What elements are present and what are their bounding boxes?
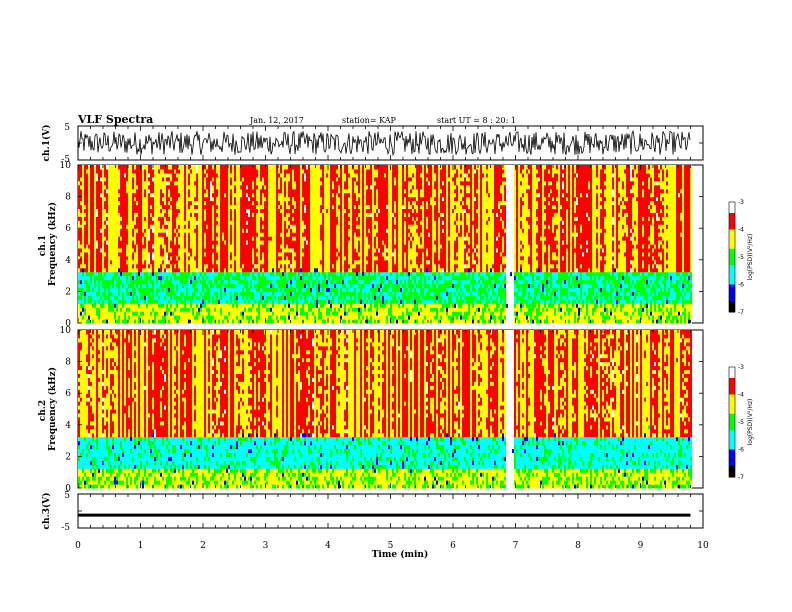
colorbar-tick-label: -7 [738, 309, 744, 316]
colorbar-tick-label: -7 [738, 474, 744, 481]
ch1-voltage-ylabel: ch.1(V) [41, 125, 52, 162]
frequency-tick-label: 2 [65, 287, 71, 297]
ch1-ytick-top: 5 [64, 123, 70, 133]
frequency-tick-label: 6 [65, 389, 71, 399]
time-tick-label: 6 [450, 541, 456, 551]
frequency-tick-label: 10 [60, 326, 72, 336]
ch2-ylabel-line2: Frequency (kHz) [47, 367, 58, 451]
colorbar-tick-label: -3 [738, 364, 744, 371]
ch2-spectrogram-ylabel: ch.2 Frequency (kHz) [38, 367, 58, 451]
colorbar-label: log(PSD)(V²/Hz) [747, 399, 754, 446]
vlf-figure: VLF Spectra Jan. 12, 2017 station= KAP s… [0, 0, 792, 612]
ch2-spectrogram-image [78, 330, 692, 489]
time-tick-label: 3 [263, 541, 269, 551]
ch2-ylabel-line1: ch.2 [38, 400, 48, 421]
frequency-tick-label: 4 [65, 256, 71, 266]
colorbar-tick-label: -6 [738, 282, 744, 289]
time-tick-label: 7 [513, 541, 519, 551]
figure-title: VLF Spectra [77, 113, 153, 126]
colorbar-tick-label: -4 [738, 227, 744, 234]
colorbar-tick-label: -3 [738, 199, 744, 206]
frequency-tick-label: 8 [65, 193, 71, 203]
frequency-tick-label: 4 [65, 421, 71, 431]
ch1-colorbar: -3 -4 -5 -6 -7 log(PSD)(V²/Hz) [729, 199, 754, 316]
frequency-tick-label: 10 [60, 161, 72, 171]
time-tick-label: 4 [325, 541, 331, 551]
ch1-ylabel-line1: ch.1 [38, 235, 48, 256]
time-tick-label: 1 [138, 541, 144, 551]
date-label: Jan. 12, 2017 [249, 116, 304, 125]
time-tick-label: 10 [697, 541, 709, 551]
ch1-spectrogram-ylabel: ch.1 Frequency (kHz) [38, 202, 58, 286]
start-time-label: start UT = 8 : 20: 1 [437, 116, 516, 125]
ch1-spectrogram-image [78, 165, 692, 324]
ch2-colorbar: -3 -4 -5 -6 -7 log(PSD)(V²/Hz) [729, 364, 754, 481]
colorbar-tick-label: -4 [738, 392, 744, 399]
time-tick-label: 0 [75, 541, 81, 551]
ch3-voltage-ylabel: ch.3(V) [41, 493, 52, 530]
time-tick-label: 2 [200, 541, 206, 551]
colorbar-tick-label: -5 [738, 419, 744, 426]
colorbar-label: log(PSD)(V²/Hz) [747, 234, 754, 281]
frequency-tick-label: 2 [65, 452, 71, 462]
time-tick-label: 9 [638, 541, 644, 551]
time-tick-label: 8 [575, 541, 581, 551]
ch3-ytick-top: 5 [64, 491, 70, 501]
time-axis-label: Time (min) [372, 549, 429, 560]
station-label: station= KAP [342, 116, 397, 125]
ch1-ylabel-line2: Frequency (kHz) [47, 202, 58, 286]
frequency-tick-label: 8 [65, 358, 71, 368]
colorbar-tick-label: -5 [738, 254, 744, 261]
frequency-tick-label: 6 [65, 224, 71, 234]
ch3-ytick-bottom: -5 [61, 523, 70, 533]
colorbar-tick-label: -6 [738, 447, 744, 454]
